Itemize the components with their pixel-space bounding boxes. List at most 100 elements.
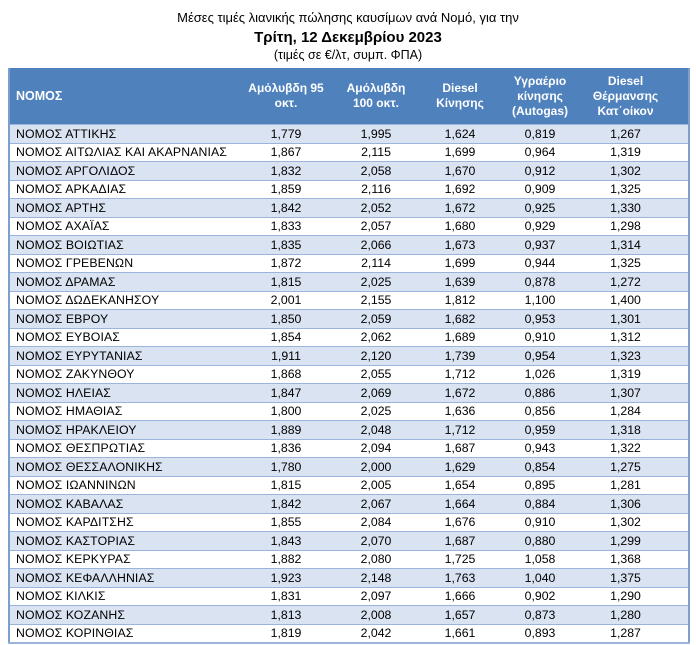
- price-unleaded-95: 2,001: [241, 290, 331, 310]
- price-diesel: 1,672: [421, 198, 499, 217]
- price-diesel: 1,666: [421, 586, 499, 606]
- price-unleaded-95: 1,923: [241, 568, 331, 587]
- price-unleaded-100: 2,116: [331, 179, 421, 199]
- table-row: ΝΟΜΟΣ ΑΧΑΪΑΣ 1,833 2,057 1,680 0,929 1,2…: [9, 216, 689, 236]
- price-heating-diesel: 1,299: [581, 531, 689, 550]
- price-diesel: 1,712: [421, 364, 499, 384]
- column-header-unleaded-95: Αμόλυβδη 95 οκτ.: [241, 68, 331, 125]
- price-diesel: 1,712: [421, 420, 499, 439]
- table-row: ΝΟΜΟΣ ΑΡΤΗΣ 1,842 2,052 1,672 0,925 1,33…: [9, 198, 689, 217]
- price-unleaded-100: 2,052: [331, 198, 421, 217]
- price-diesel: 1,673: [421, 235, 499, 254]
- table-row: ΝΟΜΟΣ ΓΡΕΒΕΝΩΝ 1,872 2,114 1,699 0,944 1…: [9, 253, 689, 273]
- price-autogas: 0,953: [499, 309, 581, 328]
- column-header-nomos: ΝΟΜΟΣ: [9, 68, 241, 125]
- table-row: ΝΟΜΟΣ ΒΟΙΩΤΙΑΣ 1,835 2,066 1,673 0,937 1…: [9, 235, 689, 254]
- price-unleaded-100: 2,155: [331, 290, 421, 310]
- price-diesel: 1,636: [421, 401, 499, 421]
- price-diesel: 1,639: [421, 272, 499, 291]
- price-autogas: 0,943: [499, 438, 581, 458]
- price-heating-diesel: 1,400: [581, 290, 689, 310]
- price-autogas: 1,026: [499, 364, 581, 384]
- price-heating-diesel: 1,287: [581, 623, 689, 643]
- prefecture-name: ΝΟΜΟΣ ΑΡΓΟΛΙΔΟΣ: [9, 161, 241, 180]
- price-diesel: 1,682: [421, 309, 499, 328]
- price-diesel: 1,725: [421, 549, 499, 569]
- price-diesel: 1,739: [421, 346, 499, 365]
- price-heating-diesel: 1,368: [581, 549, 689, 569]
- price-heating-diesel: 1,312: [581, 327, 689, 347]
- prefecture-name: ΝΟΜΟΣ ΚΟΖΑΝΗΣ: [9, 605, 241, 624]
- table-row: ΝΟΜΟΣ ΚΟΡΙΝΘΙΑΣ 1,819 2,042 1,661 0,893 …: [9, 623, 689, 643]
- price-heating-diesel: 1,302: [581, 161, 689, 180]
- table-row: ΝΟΜΟΣ ΕΒΡΟΥ 1,850 2,059 1,682 0,953 1,30…: [9, 309, 689, 328]
- price-unleaded-95: 1,836: [241, 438, 331, 458]
- price-unleaded-95: 1,780: [241, 457, 331, 476]
- price-diesel: 1,624: [421, 124, 499, 143]
- price-unleaded-100: 2,094: [331, 438, 421, 458]
- price-heating-diesel: 1,301: [581, 309, 689, 328]
- price-autogas: 0,895: [499, 475, 581, 495]
- price-unleaded-100: 2,120: [331, 346, 421, 365]
- price-autogas: 0,944: [499, 253, 581, 273]
- table-row: ΝΟΜΟΣ ΚΕΦΑΛΛΗΝΙΑΣ 1,923 2,148 1,763 1,04…: [9, 568, 689, 587]
- price-autogas: 0,880: [499, 531, 581, 550]
- table-header-row: ΝΟΜΟΣ Αμόλυβδη 95 οκτ. Αμόλυβδη 100 οκτ.…: [9, 68, 689, 125]
- price-autogas: 0,873: [499, 605, 581, 624]
- table-row: ΝΟΜΟΣ ΑΤΤΙΚΗΣ 1,779 1,995 1,624 0,819 1,…: [9, 124, 689, 143]
- prefecture-name: ΝΟΜΟΣ ΕΒΡΟΥ: [9, 309, 241, 328]
- price-autogas: 0,886: [499, 383, 581, 402]
- prefecture-name: ΝΟΜΟΣ ΗΜΑΘΙΑΣ: [9, 401, 241, 421]
- table-row: ΝΟΜΟΣ ΙΩΑΝΝΙΝΩΝ 1,815 2,005 1,654 0,895 …: [9, 475, 689, 495]
- price-autogas: 0,909: [499, 179, 581, 199]
- price-unleaded-100: 2,055: [331, 364, 421, 384]
- prefecture-name: ΝΟΜΟΣ ΒΟΙΩΤΙΑΣ: [9, 235, 241, 254]
- table-row: ΝΟΜΟΣ ΖΑΚΥΝΘΟΥ 1,868 2,055 1,712 1,026 1…: [9, 364, 689, 384]
- price-heating-diesel: 1,323: [581, 346, 689, 365]
- price-unleaded-100: 2,148: [331, 568, 421, 587]
- price-autogas: 0,902: [499, 586, 581, 606]
- price-autogas: 0,893: [499, 623, 581, 643]
- price-unleaded-95: 1,859: [241, 179, 331, 199]
- price-unleaded-95: 1,867: [241, 142, 331, 162]
- prefecture-name: ΝΟΜΟΣ ΕΥΒΟΙΑΣ: [9, 327, 241, 347]
- price-heating-diesel: 1,306: [581, 494, 689, 513]
- price-unleaded-95: 1,833: [241, 216, 331, 236]
- table-row: ΝΟΜΟΣ ΔΩΔΕΚΑΝΗΣΟΥ 2,001 2,155 1,812 1,10…: [9, 290, 689, 310]
- price-diesel: 1,680: [421, 216, 499, 236]
- price-heating-diesel: 1,280: [581, 605, 689, 624]
- table-row: ΝΟΜΟΣ ΑΙΤΩΛΙΑΣ ΚΑΙ ΑΚΑΡΝΑΝΙΑΣ 1,867 2,11…: [9, 142, 689, 162]
- table-header: ΝΟΜΟΣ Αμόλυβδη 95 οκτ. Αμόλυβδη 100 οκτ.…: [9, 68, 689, 125]
- price-autogas: 0,884: [499, 494, 581, 513]
- report-header: Μέσες τιμές λιανικής πώλησης καυσίμων αν…: [0, 0, 696, 63]
- price-unleaded-95: 1,842: [241, 198, 331, 217]
- price-autogas: 0,964: [499, 142, 581, 162]
- prefecture-name: ΝΟΜΟΣ ΚΕΡΚΥΡΑΣ: [9, 549, 241, 569]
- price-heating-diesel: 1,318: [581, 420, 689, 439]
- price-unleaded-100: 2,067: [331, 494, 421, 513]
- price-unleaded-100: 2,008: [331, 605, 421, 624]
- price-unleaded-95: 1,855: [241, 512, 331, 532]
- price-unleaded-95: 1,815: [241, 475, 331, 495]
- price-heating-diesel: 1,281: [581, 475, 689, 495]
- price-unleaded-100: 2,097: [331, 586, 421, 606]
- price-diesel: 1,692: [421, 179, 499, 199]
- price-unleaded-95: 1,854: [241, 327, 331, 347]
- report-date: Τρίτη, 12 Δεκεμβρίου 2023: [254, 29, 442, 46]
- price-diesel: 1,687: [421, 438, 499, 458]
- prefecture-name: ΝΟΜΟΣ ΚΕΦΑΛΛΗΝΙΑΣ: [9, 568, 241, 587]
- price-heating-diesel: 1,325: [581, 179, 689, 199]
- price-unleaded-95: 1,832: [241, 161, 331, 180]
- price-autogas: 0,854: [499, 457, 581, 476]
- table-row: ΝΟΜΟΣ ΗΜΑΘΙΑΣ 1,800 2,025 1,636 0,856 1,…: [9, 401, 689, 421]
- price-autogas: 0,929: [499, 216, 581, 236]
- table-row: ΝΟΜΟΣ ΚΕΡΚΥΡΑΣ 1,882 2,080 1,725 1,058 1…: [9, 549, 689, 569]
- price-autogas: 0,912: [499, 161, 581, 180]
- price-unleaded-95: 1,842: [241, 494, 331, 513]
- column-header-autogas: Υγραέριο κίνησης (Autogas): [499, 68, 581, 125]
- table-row: ΝΟΜΟΣ ΑΡΚΑΔΙΑΣ 1,859 2,116 1,692 0,909 1…: [9, 179, 689, 199]
- prefecture-name: ΝΟΜΟΣ ΗΛΕΙΑΣ: [9, 383, 241, 402]
- column-header-unleaded-100: Αμόλυβδη 100 οκτ.: [331, 68, 421, 125]
- price-unleaded-100: 2,114: [331, 253, 421, 273]
